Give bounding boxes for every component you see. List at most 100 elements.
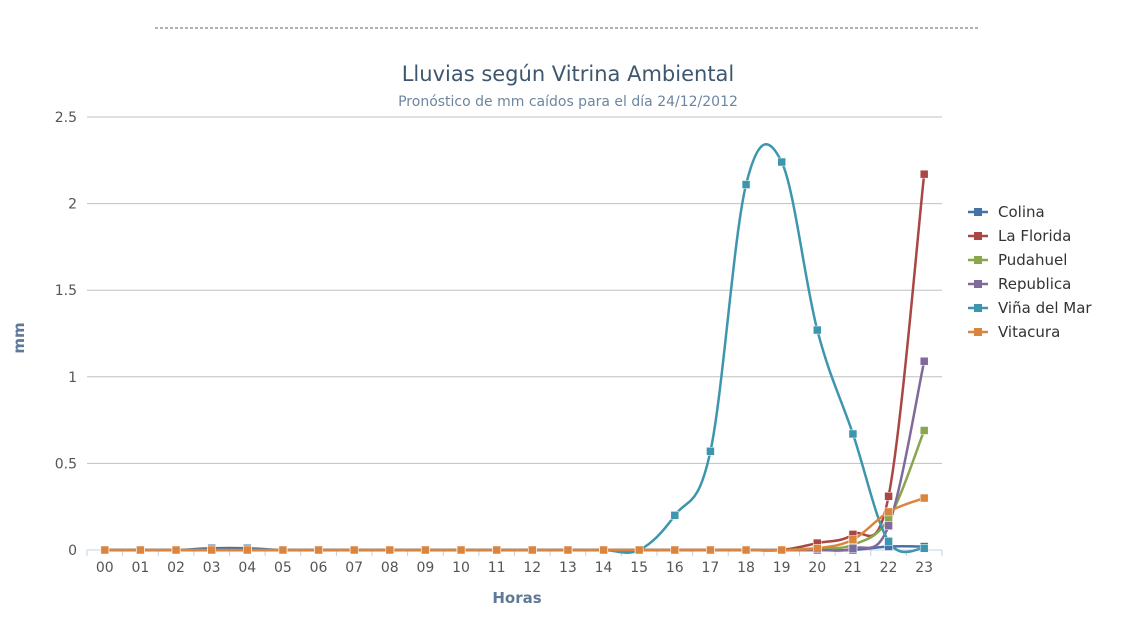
series-line-vitacura bbox=[104, 496, 925, 552]
x-axis: 00 01 02 03 04 05 06 07 08 09 10 11 12 13 14 15 16 17 18 19… bbox=[86, 549, 943, 576]
legend-label: Republica bbox=[998, 275, 1071, 293]
data-point-vina-del-mar[interactable] bbox=[670, 511, 680, 520]
x-tick-label: 06 bbox=[310, 560, 328, 576]
data-point-vitacura[interactable] bbox=[278, 545, 288, 555]
data-point-vina-del-mar[interactable] bbox=[741, 180, 751, 189]
data-point-vitacura[interactable] bbox=[207, 545, 216, 555]
data-point-vitacura[interactable] bbox=[171, 545, 181, 555]
data-point-vitacura[interactable] bbox=[563, 545, 573, 555]
x-tick-label: 19 bbox=[773, 560, 791, 576]
series-lines bbox=[104, 143, 926, 554]
y-tick-label: 2.5 bbox=[55, 110, 77, 126]
data-point-vitacura[interactable] bbox=[919, 493, 929, 503]
legend-item-republica[interactable]: Republica bbox=[968, 275, 1071, 293]
data-point-la-florida[interactable] bbox=[919, 169, 929, 179]
x-tick-label: 08 bbox=[381, 560, 399, 576]
y-tick-label: 0.5 bbox=[55, 456, 77, 472]
data-point-vitacura[interactable] bbox=[314, 545, 323, 555]
data-point-vitacura[interactable] bbox=[349, 545, 359, 555]
legend-item-colina[interactable]: Colina bbox=[968, 203, 1045, 221]
data-point-vitacura[interactable] bbox=[243, 545, 252, 555]
x-tick-label: 23 bbox=[915, 560, 933, 576]
x-tick-label: 16 bbox=[666, 560, 684, 576]
x-tick-label: 09 bbox=[417, 560, 435, 576]
series-line-republica bbox=[104, 360, 926, 552]
data-point-vitacura[interactable] bbox=[528, 545, 537, 555]
legend-swatch-marker bbox=[974, 256, 982, 264]
data-point-vina-del-mar[interactable] bbox=[777, 157, 786, 167]
x-tick-label: 03 bbox=[203, 560, 221, 576]
x-tick-label: 01 bbox=[132, 560, 150, 576]
data-point-vitacura[interactable] bbox=[100, 545, 110, 555]
legend-swatch-marker bbox=[974, 304, 982, 312]
data-point-vina-del-mar[interactable] bbox=[884, 537, 893, 546]
x-tick-label: 07 bbox=[345, 560, 363, 576]
legend-item-vitacura[interactable]: Vitacura bbox=[968, 323, 1060, 341]
data-point-republica[interactable] bbox=[884, 521, 893, 531]
legend-item-la-florida[interactable]: La Florida bbox=[968, 227, 1071, 245]
legend-label: Pudahuel bbox=[998, 251, 1067, 269]
x-tick-label: 12 bbox=[523, 560, 541, 576]
y-axis-title: mm bbox=[10, 322, 28, 353]
legend: Colina La Florida Pudahuel Republica Viña de… bbox=[968, 203, 1092, 341]
x-axis-title: Horas bbox=[492, 589, 541, 607]
data-point-vitacura[interactable] bbox=[136, 545, 145, 555]
data-point-vina-del-mar[interactable] bbox=[919, 544, 929, 553]
data-point-vitacura[interactable] bbox=[599, 545, 608, 555]
x-tick-label: 20 bbox=[808, 560, 826, 576]
chart-subtitle: Pronóstico de mm caídos para el día 24/1… bbox=[398, 94, 738, 110]
legend-swatch-marker bbox=[974, 280, 982, 288]
x-tick-label: 21 bbox=[844, 560, 862, 576]
legend-swatch-marker bbox=[974, 208, 982, 216]
data-point-vina-del-mar[interactable] bbox=[848, 429, 858, 439]
legend-swatch-marker bbox=[974, 232, 982, 240]
series-line-la-florida bbox=[104, 174, 926, 552]
data-point-vitacura[interactable] bbox=[706, 545, 715, 555]
legend-label: Vitacura bbox=[998, 323, 1060, 341]
data-point-vitacura[interactable] bbox=[385, 545, 395, 555]
x-tick-label: 13 bbox=[559, 560, 577, 576]
y-tick-label: 0 bbox=[68, 543, 77, 559]
x-tick-label: 00 bbox=[96, 560, 114, 576]
legend-item-pudahuel[interactable]: Pudahuel bbox=[968, 251, 1067, 269]
data-point-pudahuel[interactable] bbox=[919, 426, 929, 435]
data-point-vitacura[interactable] bbox=[492, 545, 501, 555]
legend-label: La Florida bbox=[998, 227, 1071, 245]
x-tick-label: 10 bbox=[452, 560, 470, 576]
y-tick-label: 1.5 bbox=[55, 283, 77, 299]
data-point-vitacura[interactable] bbox=[813, 544, 822, 553]
series-markers bbox=[100, 157, 929, 555]
data-point-vina-del-mar[interactable] bbox=[813, 325, 822, 335]
x-tick-label: 14 bbox=[595, 560, 613, 576]
chart-title: Lluvias según Vitrina Ambiental bbox=[402, 62, 735, 86]
y-tick-label: 2 bbox=[68, 197, 77, 213]
legend-label: Colina bbox=[998, 203, 1045, 221]
data-point-vitacura[interactable] bbox=[456, 545, 466, 555]
x-tick-label: 17 bbox=[702, 560, 720, 576]
data-point-vitacura[interactable] bbox=[884, 507, 893, 517]
x-tick-label: 18 bbox=[737, 560, 755, 576]
series-line-vina-del-mar bbox=[104, 143, 925, 554]
series-line-pudahuel bbox=[104, 430, 926, 552]
data-point-vitacura[interactable] bbox=[848, 535, 858, 544]
legend-item-vina-del-mar[interactable]: Viña del Mar bbox=[968, 299, 1092, 317]
data-point-vitacura[interactable] bbox=[421, 545, 430, 555]
data-point-republica[interactable] bbox=[848, 544, 858, 553]
x-tick-label: 02 bbox=[167, 560, 185, 576]
legend-label: Viña del Mar bbox=[998, 299, 1092, 317]
data-point-republica[interactable] bbox=[919, 356, 929, 366]
legend-swatch-marker bbox=[974, 328, 982, 336]
data-point-vitacura[interactable] bbox=[777, 545, 786, 555]
data-point-la-florida[interactable] bbox=[884, 492, 893, 501]
y-gridlines: 0 0.5 1 1.5 2 2.5 bbox=[55, 110, 942, 559]
data-point-vitacura[interactable] bbox=[634, 545, 644, 555]
data-point-vitacura[interactable] bbox=[741, 545, 751, 555]
data-point-vina-del-mar[interactable] bbox=[706, 447, 715, 456]
x-tick-label: 22 bbox=[880, 560, 898, 576]
data-point-vitacura[interactable] bbox=[670, 545, 680, 555]
x-tick-label: 04 bbox=[238, 560, 256, 576]
y-tick-label: 1 bbox=[68, 370, 77, 386]
x-tick-label: 05 bbox=[274, 560, 292, 576]
